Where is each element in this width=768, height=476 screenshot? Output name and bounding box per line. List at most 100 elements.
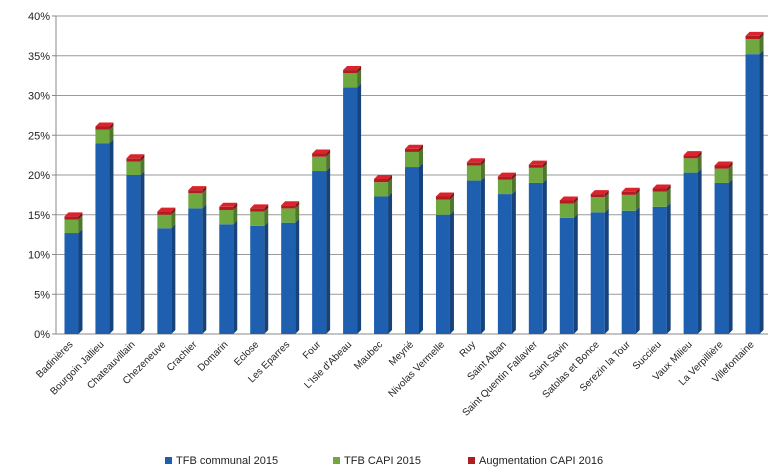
x-tick-label: Meyrié	[387, 339, 416, 368]
bar-top-cap	[745, 31, 764, 36]
bar-segment	[126, 158, 141, 162]
bar-segment-side	[109, 122, 114, 130]
bar-segment-side	[604, 193, 609, 213]
bar-segment-side	[233, 202, 238, 210]
bar-segment	[312, 156, 327, 172]
bar-segment	[466, 162, 481, 166]
bar-top-cap	[250, 204, 269, 209]
bar-stack	[188, 186, 207, 334]
bar-segment	[621, 191, 636, 195]
bar-segment	[683, 155, 698, 159]
bar-stack	[343, 66, 362, 334]
bar-top-cap	[435, 192, 454, 197]
bar-segment	[312, 153, 327, 157]
x-tick-label: Nivolas Vermelle	[387, 339, 448, 400]
bar-segment-side	[78, 215, 83, 234]
bar-segment-side	[233, 205, 238, 225]
x-tick-label: Eclose	[232, 339, 261, 368]
bar-segment	[95, 126, 110, 130]
bar-segment-side	[511, 175, 516, 195]
bar-segment-side	[449, 195, 454, 215]
bar-segment	[745, 54, 760, 334]
bar-segment-side	[635, 190, 640, 211]
legend-label: Augmentation CAPI 2016	[479, 455, 603, 467]
bar-segment-side	[573, 196, 578, 204]
bar-segment	[714, 165, 729, 169]
bar-segment-side	[419, 163, 423, 334]
bar-segment	[652, 206, 667, 334]
bar-segment	[466, 180, 481, 334]
x-tick-label: Bourgoin Jallieu	[48, 339, 106, 397]
bar-top-cap	[652, 184, 671, 189]
bar-segment	[95, 143, 110, 334]
legend-swatch	[333, 457, 340, 464]
bar-segment	[281, 222, 296, 334]
bar-segment-side	[604, 190, 609, 198]
bar-segment-side	[480, 161, 485, 181]
bar-segment	[312, 171, 327, 334]
bar-segment	[250, 211, 265, 226]
bar-segment-side	[449, 210, 454, 334]
bar-stack	[405, 144, 423, 334]
bar-segment	[621, 194, 636, 211]
bar-segment	[497, 176, 512, 180]
bar-stack	[219, 202, 238, 334]
bar-segment-side	[542, 160, 547, 168]
x-tick-label: Crachier	[165, 339, 200, 374]
bar-segment	[126, 175, 141, 334]
bar-segment-side	[511, 172, 516, 180]
bar-segment-side	[202, 186, 207, 194]
bar-segment-side	[326, 149, 331, 157]
bar-segment-side	[511, 190, 516, 334]
bar-stack	[466, 158, 485, 334]
bar-segment-side	[759, 50, 764, 334]
bar-top-cap	[683, 151, 702, 156]
bar-segment	[219, 206, 234, 210]
bar-segment-side	[759, 35, 764, 55]
bar-stack	[250, 204, 269, 334]
bar-top-cap	[343, 66, 362, 71]
bar-segment	[405, 167, 419, 334]
bar-segment	[559, 203, 574, 218]
bar-segment	[64, 216, 79, 220]
bar-segment-side	[357, 66, 362, 74]
bar-segment	[590, 194, 605, 198]
bar-segment-side	[573, 213, 578, 334]
bar-segment-side	[109, 139, 114, 334]
bar-segment-side	[728, 164, 733, 183]
bar-segment	[683, 158, 698, 173]
x-tick-label: Ruy	[458, 339, 478, 359]
bar-segment-side	[449, 192, 454, 200]
bar-segment	[435, 199, 450, 215]
y-tick-label: 25%	[28, 130, 50, 142]
bar-segment-side	[480, 176, 485, 334]
bar-segment-side	[604, 208, 609, 334]
bar-top-cap	[621, 187, 640, 192]
bar-segment	[435, 214, 450, 334]
bar-segment-side	[697, 154, 702, 173]
bar-stack	[64, 212, 83, 334]
legend-label: TFB communal 2015	[176, 455, 278, 467]
bar-top-cap	[528, 160, 547, 165]
x-tick-label: Satolas et Bonce	[541, 339, 603, 401]
bar-segment	[590, 197, 605, 213]
bar-segment-side	[264, 207, 269, 226]
bar-segment-side	[78, 212, 83, 220]
bar-segment	[188, 193, 203, 209]
bar-segment-side	[388, 174, 393, 183]
bar-segment-side	[666, 202, 671, 334]
bar-segment-side	[264, 221, 269, 334]
bar-segment-side	[759, 31, 764, 40]
bar-segment-side	[419, 144, 423, 152]
bar-segment	[64, 233, 79, 334]
bar-top-cap	[64, 212, 83, 217]
bar-segment-side	[326, 167, 331, 334]
bar-segment	[157, 214, 172, 229]
y-tick-label: 0%	[34, 329, 50, 341]
x-tick-label: Maubec	[352, 339, 385, 372]
x-tick-label: Four	[301, 339, 324, 362]
bar-segment	[281, 208, 296, 223]
bar-stack	[281, 201, 300, 334]
bar-top-cap	[374, 174, 393, 179]
